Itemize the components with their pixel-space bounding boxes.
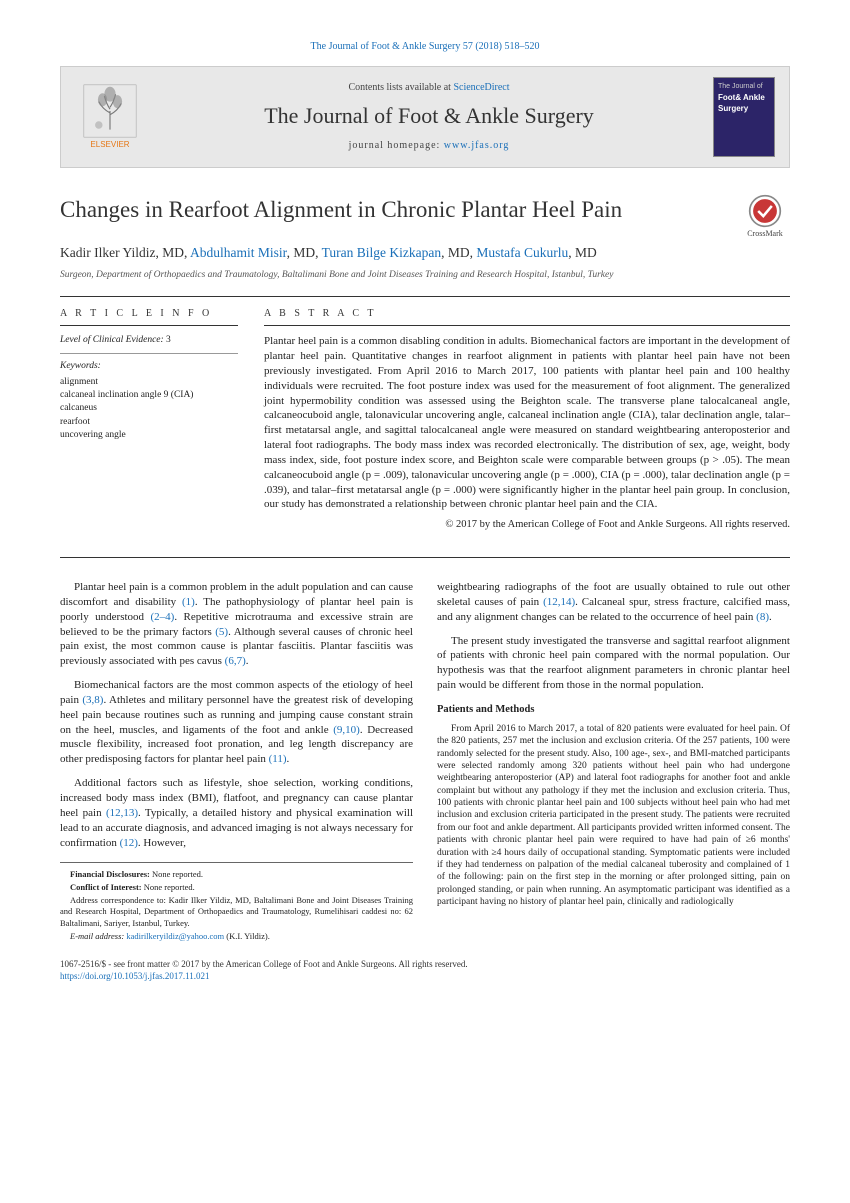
author-3-degree: , MD,	[441, 245, 476, 260]
crossmark-badge[interactable]: CrossMark	[740, 194, 790, 244]
ref-link[interactable]: (11)	[269, 753, 287, 765]
correspondence: Address correspondence to: Kadir Ilker Y…	[60, 895, 413, 928]
email-tail: (K.I. Yildiz).	[224, 931, 270, 941]
journal-title: The Journal of Foot & Ankle Surgery	[159, 101, 699, 132]
ref-link[interactable]: (1)	[182, 596, 195, 608]
journal-banner: ELSEVIER Contents lists available at Sci…	[60, 66, 790, 168]
coi-label: Conflict of Interest:	[70, 882, 142, 892]
author-4-degree: , MD	[568, 245, 597, 260]
divider	[60, 557, 790, 558]
abstract-column: A B S T R A C T Plantar heel pain is a c…	[264, 307, 790, 533]
paragraph: The present study investigated the trans…	[437, 634, 790, 693]
ref-link[interactable]: (5)	[215, 626, 228, 638]
doi-link[interactable]: https://doi.org/10.1053/j.jfas.2017.11.0…	[60, 971, 210, 981]
body-text: Plantar heel pain is a common problem in…	[60, 580, 790, 942]
article-info-label: A R T I C L E I N F O	[60, 307, 238, 326]
elsevier-logo: ELSEVIER	[75, 77, 145, 157]
fd-value: None reported.	[150, 869, 203, 879]
text-run: .	[287, 753, 290, 765]
citation-header: The Journal of Foot & Ankle Surgery 57 (…	[60, 40, 790, 54]
evidence-label: Level of Clinical Evidence:	[60, 335, 164, 345]
ref-link[interactable]: (6,7)	[225, 655, 246, 667]
abstract-copyright: © 2017 by the American College of Foot a…	[264, 518, 790, 533]
text-run: .	[769, 611, 772, 623]
elsevier-text: ELSEVIER	[90, 139, 129, 150]
keyword: uncovering angle	[60, 429, 238, 442]
evidence-value: 3	[164, 335, 171, 345]
crossmark-label: CrossMark	[747, 228, 783, 239]
keyword: alignment	[60, 376, 238, 389]
footer-copyright: 1067-2516/$ - see front matter © 2017 by…	[60, 958, 790, 971]
keyword: calcaneal inclination angle 9 (CIA)	[60, 389, 238, 402]
footer: 1067-2516/$ - see front matter © 2017 by…	[60, 958, 790, 983]
journal-cover-thumb: The Journal of Foot& Ankle Surgery	[713, 77, 775, 157]
paragraph: weightbearing radiographs of the foot ar…	[437, 580, 790, 625]
keywords-label: Keywords:	[60, 360, 238, 373]
text-run: .	[246, 655, 249, 667]
fd-label: Financial Disclosures:	[70, 869, 150, 879]
article-title: Changes in Rearfoot Alignment in Chronic…	[60, 194, 622, 226]
email-label: E-mail address:	[70, 931, 126, 941]
homepage-label: journal homepage:	[349, 140, 444, 151]
authors-line: Kadir Ilker Yildiz, MD, Abdulhamit Misir…	[60, 244, 790, 263]
abstract-label: A B S T R A C T	[264, 307, 790, 326]
sciencedirect-link[interactable]: ScienceDirect	[453, 82, 509, 93]
author-3-link[interactable]: Turan Bilge Kizkapan	[322, 245, 441, 260]
evidence-level: Level of Clinical Evidence: 3	[60, 334, 238, 354]
email-link[interactable]: kadirilkeryildiz@yahoo.com	[126, 931, 224, 941]
ref-link[interactable]: (9,10)	[333, 724, 360, 736]
homepage-link[interactable]: www.jfas.org	[444, 140, 510, 151]
contents-line: Contents lists available at ScienceDirec…	[159, 81, 699, 95]
paragraph: Additional factors such as lifestyle, sh…	[60, 776, 413, 850]
footnotes: Financial Disclosures: None reported. Co…	[60, 862, 413, 941]
elsevier-tree-icon	[82, 83, 138, 139]
author-1: Kadir Ilker Yildiz	[60, 245, 155, 260]
affiliation: Surgeon, Department of Orthopaedics and …	[60, 269, 790, 282]
author-2-link[interactable]: Abdulhamit Misir	[190, 245, 287, 260]
financial-disclosure: Financial Disclosures: None reported.	[60, 869, 413, 880]
cover-title: Foot& Ankle Surgery	[718, 92, 770, 114]
crossmark-icon	[748, 194, 782, 228]
divider	[60, 296, 790, 297]
methods-heading: Patients and Methods	[437, 703, 790, 717]
author-1-degree: , MD,	[155, 245, 190, 260]
author-2-degree: , MD,	[287, 245, 322, 260]
keyword: rearfoot	[60, 416, 238, 429]
methods-paragraph: From April 2016 to March 2017, a total o…	[437, 723, 790, 908]
paragraph: Biomechanical factors are the most commo…	[60, 678, 413, 767]
paragraph: Plantar heel pain is a common problem in…	[60, 580, 413, 669]
ref-link[interactable]: (2–4)	[150, 611, 174, 623]
ref-link[interactable]: (8)	[756, 611, 769, 623]
email-line: E-mail address: kadirilkeryildiz@yahoo.c…	[60, 931, 413, 942]
ref-link[interactable]: (12,13)	[106, 807, 138, 819]
abstract-text: Plantar heel pain is a common disabling …	[264, 334, 790, 512]
keyword: calcaneus	[60, 402, 238, 415]
author-4-link[interactable]: Mustafa Cukurlu	[476, 245, 568, 260]
article-info-column: A R T I C L E I N F O Level of Clinical …	[60, 307, 238, 533]
text-run: . However,	[138, 837, 186, 849]
conflict-of-interest: Conflict of Interest: None reported.	[60, 882, 413, 893]
banner-center: Contents lists available at ScienceDirec…	[159, 81, 699, 154]
coi-value: None reported.	[142, 882, 195, 892]
ref-link[interactable]: (12)	[120, 837, 138, 849]
contents-text: Contents lists available at	[348, 82, 453, 93]
ref-link[interactable]: (12,14)	[543, 596, 575, 608]
ref-link[interactable]: (3,8)	[82, 694, 103, 706]
homepage-line: journal homepage: www.jfas.org	[159, 139, 699, 153]
